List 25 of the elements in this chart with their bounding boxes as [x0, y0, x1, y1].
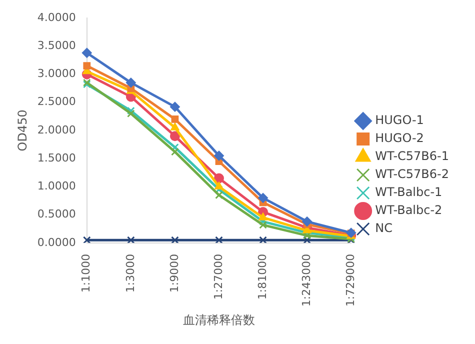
y-tick-label: 4.0000 [37, 10, 76, 24]
y-tick-label: 3.0000 [37, 67, 76, 80]
x-tick-label: 1:81000 [256, 254, 269, 300]
x-tick-label: 1:3000 [124, 254, 137, 293]
y-axis-title: OD450 [15, 110, 30, 152]
x-axis-title: 血清稀释倍数 [182, 312, 255, 327]
x-tick-label: 1:9000 [168, 254, 181, 293]
legend-label: WT-Balbc-1 [375, 185, 442, 200]
legend-label: WT-C57B6-2 [375, 167, 449, 182]
y-tick-label: 1.5000 [37, 151, 76, 164]
legend-label: HUGO-2 [375, 131, 424, 146]
x-tick-label: 1:243000 [300, 254, 313, 307]
legend-label: WT-Balbc-2 [375, 203, 442, 218]
y-tick-label: 0.5000 [37, 208, 76, 221]
x-tick-label: 1:1000 [80, 254, 93, 293]
legend-label: HUGO-1 [375, 113, 424, 128]
x-tick-label: 1:27000 [212, 254, 225, 300]
x-tick-label: 1:729000 [344, 254, 357, 307]
legend-label: NC [375, 221, 392, 236]
legend-label: WT-C57B6-1 [375, 149, 449, 164]
y-tick-label: 0.0000 [37, 236, 76, 249]
y-tick-label: 2.5000 [37, 95, 76, 108]
y-tick-label: 1.0000 [37, 180, 76, 193]
y-tick-label: 2.0000 [37, 123, 76, 136]
y-tick-label: 3.5000 [37, 38, 76, 52]
